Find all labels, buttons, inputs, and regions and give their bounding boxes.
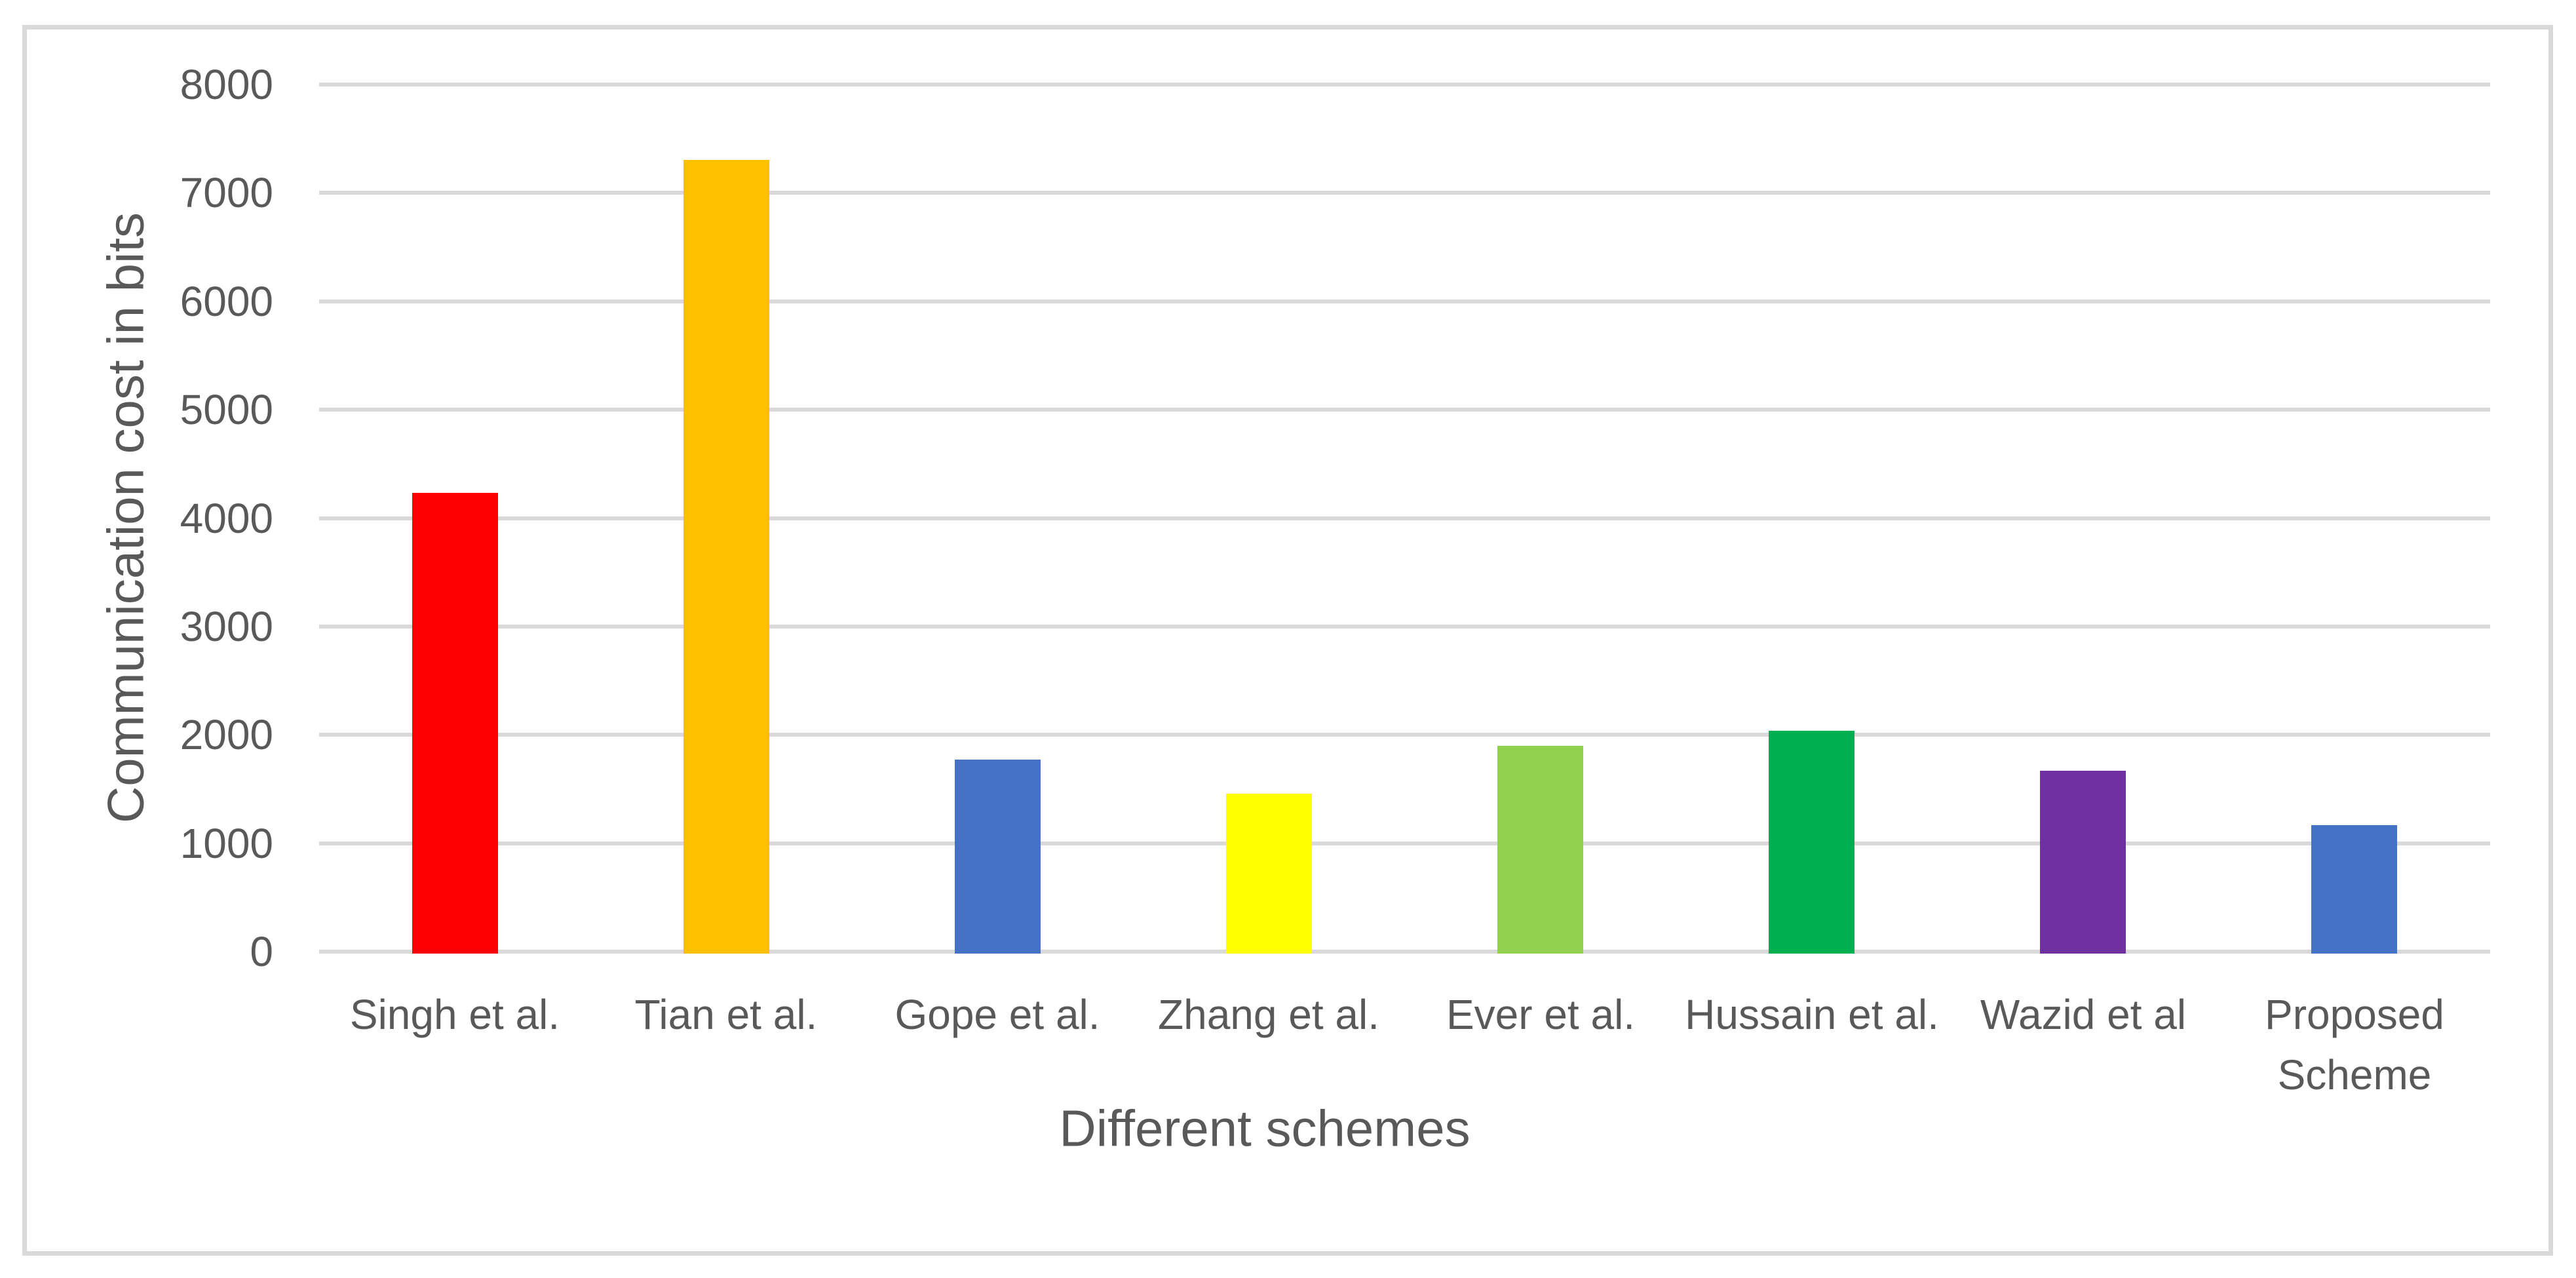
x-category-label: Proposed Scheme xyxy=(2265,991,2444,1098)
y-tick-label: 6000 xyxy=(180,278,273,325)
x-category-label: Zhang et al. xyxy=(1158,991,1379,1038)
bar-zhang-et-al xyxy=(1226,794,1312,954)
x-category-label: Singh et al. xyxy=(349,991,560,1038)
gridline xyxy=(319,83,2490,87)
bar-ever-et-al xyxy=(1497,746,1583,954)
y-tick-label: 5000 xyxy=(180,386,273,433)
gridline xyxy=(319,191,2490,195)
gridline xyxy=(319,516,2490,520)
bar-hussain-et-al xyxy=(1769,731,1855,954)
y-tick-label: 8000 xyxy=(180,61,273,108)
x-category-label: Tian et al. xyxy=(634,991,818,1038)
x-category-label: Gope et al. xyxy=(894,991,1100,1038)
y-tick-label: 2000 xyxy=(180,711,273,758)
x-category-label: Hussain et al. xyxy=(1685,991,1939,1038)
bar-wazid-et-al xyxy=(2040,771,2126,954)
x-axis-line xyxy=(319,950,2490,954)
x-axis-title: Different schemes xyxy=(1059,1099,1471,1157)
x-category-label: Ever et al. xyxy=(1446,991,1636,1038)
y-tick-label: 7000 xyxy=(180,169,273,216)
x-category-label: Wazid et al xyxy=(1980,991,2187,1038)
y-axis-title: Communication cost in bits xyxy=(96,212,155,824)
gridline xyxy=(319,625,2490,629)
bar-proposed-scheme xyxy=(2311,825,2397,954)
gridline xyxy=(319,842,2490,845)
gridline xyxy=(319,300,2490,303)
bar-gope-et-al xyxy=(955,760,1041,954)
y-tick-label: 0 xyxy=(250,928,273,975)
gridline xyxy=(319,733,2490,737)
chart-border xyxy=(22,25,2553,1256)
y-tick-label: 3000 xyxy=(180,603,273,650)
bar-singh-et-al xyxy=(412,493,498,954)
gridline xyxy=(319,408,2490,412)
y-tick-label: 4000 xyxy=(180,495,273,542)
y-tick-label: 1000 xyxy=(180,820,273,867)
bar-tian-et-al xyxy=(683,160,769,954)
